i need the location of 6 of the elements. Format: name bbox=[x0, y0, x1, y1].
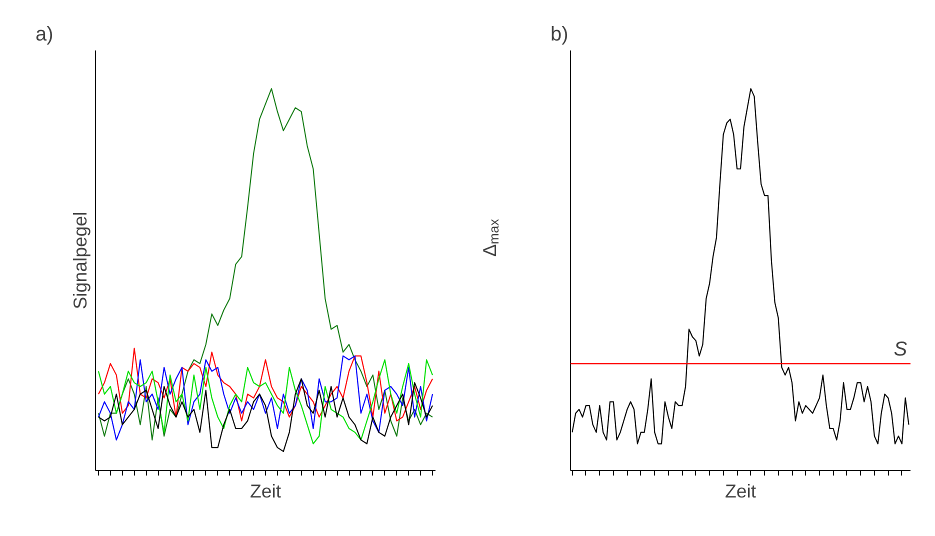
x-axis-title: Zeit bbox=[724, 480, 757, 502]
y-axis-title: Signalpegel bbox=[70, 212, 90, 310]
ref-line-label: S bbox=[894, 338, 908, 361]
chart-title: b) bbox=[550, 24, 568, 46]
chart-title: a) bbox=[36, 24, 54, 46]
x-axis-title: Zeit bbox=[250, 480, 282, 502]
